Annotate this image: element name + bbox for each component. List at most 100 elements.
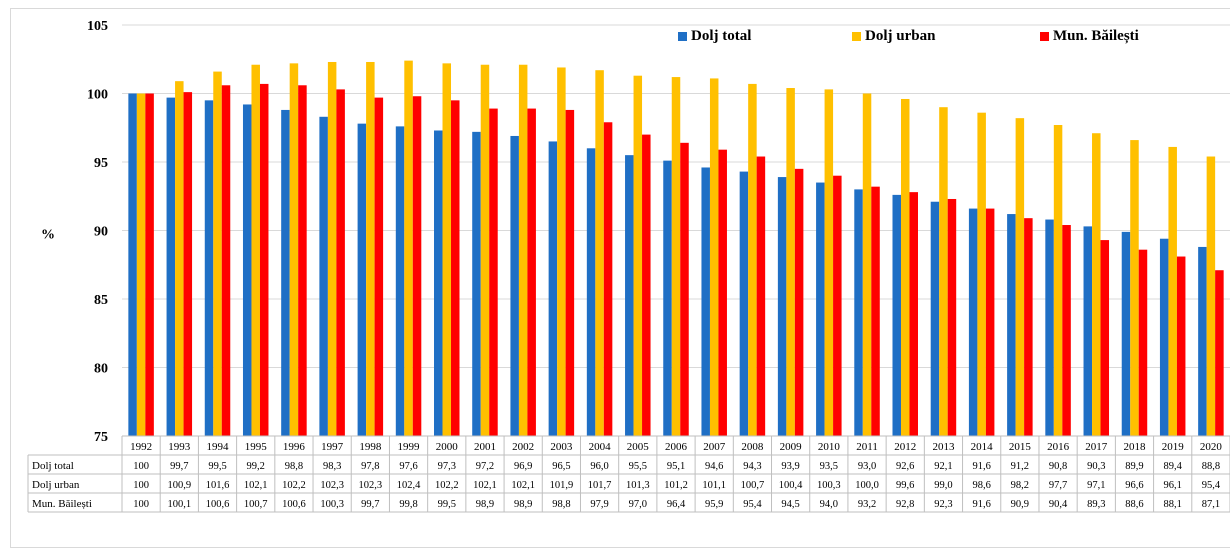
table-cell: 97,3 — [438, 461, 456, 472]
bar-0-2004 — [586, 148, 596, 437]
table-cell: 90,9 — [1011, 499, 1029, 510]
x-tick-label: 1994 — [207, 441, 230, 453]
table-cell: 100,0 — [855, 480, 879, 491]
x-tick-label: 1997 — [321, 441, 344, 453]
table-cell: 100 — [133, 499, 149, 510]
table-cell: 102,1 — [511, 480, 535, 491]
x-tick-label: 2007 — [703, 441, 726, 453]
table-cell: 93,0 — [858, 461, 876, 472]
bar-0-1994 — [204, 100, 214, 436]
table-cell: 100 — [133, 461, 149, 472]
table-cell: 100,7 — [244, 499, 268, 510]
table-cell: 98,2 — [1011, 480, 1029, 491]
x-tick-label: 2009 — [780, 441, 803, 453]
bar-2-2014 — [985, 208, 995, 436]
x-tick-label: 2012 — [894, 441, 916, 453]
bar-1-2007 — [709, 78, 719, 437]
bar-0-1995 — [242, 104, 252, 437]
y-tick-label: 85 — [94, 293, 108, 308]
table-cell: 95,4 — [743, 499, 762, 510]
table-cell: 97,8 — [361, 461, 379, 472]
bar-1-2008 — [748, 83, 757, 436]
x-tick-label: 2018 — [1123, 441, 1146, 453]
bar-2-2000 — [451, 100, 460, 436]
table-cell: 100,1 — [167, 499, 191, 510]
table-cell: 92,1 — [934, 461, 952, 472]
table-cell: 90,4 — [1049, 499, 1068, 510]
table-row-label: Dolj total — [32, 460, 74, 472]
bar-2-1992 — [145, 93, 154, 436]
bar-1-2017 — [1092, 133, 1101, 437]
bar-2-2020 — [1215, 270, 1224, 436]
legend-label-bailesti: Mun. Băilești — [1053, 28, 1139, 44]
table-cell: 90,3 — [1087, 461, 1105, 472]
x-tick-label: 1996 — [283, 441, 306, 453]
table-cell: 94,6 — [705, 461, 723, 472]
bar-2-2001 — [489, 108, 498, 436]
x-tick-label: 2013 — [932, 441, 955, 453]
bar-0-2003 — [548, 141, 558, 436]
bar-2-2018 — [1138, 249, 1148, 436]
table-cell: 98,8 — [552, 499, 570, 510]
x-tick-label: 2016 — [1047, 441, 1070, 453]
table-cell: 100,9 — [167, 480, 191, 491]
bar-0-2017 — [1083, 226, 1093, 436]
table-cell: 91,6 — [972, 461, 990, 472]
bar-1-2012 — [900, 98, 910, 436]
bar-1-2002 — [518, 64, 528, 436]
legend-item-dolj-urban: Dolj urban — [852, 28, 935, 45]
bar-0-2016 — [1045, 219, 1054, 436]
bar-0-2000 — [434, 130, 443, 437]
table-cell: 98,3 — [323, 461, 341, 472]
bar-1-2011 — [862, 93, 872, 436]
bar-0-2007 — [701, 167, 710, 437]
bar-1-2015 — [1015, 118, 1025, 436]
table-cell: 93,2 — [858, 499, 876, 510]
bar-1-1998 — [366, 61, 375, 437]
table-cell: 100 — [133, 480, 149, 491]
bar-2-2004 — [603, 122, 613, 437]
x-tick-label: 2020 — [1200, 441, 1223, 453]
table-cell: 94,5 — [781, 499, 799, 510]
bar-0-2019 — [1159, 238, 1169, 436]
table-cell: 102,1 — [473, 480, 497, 491]
bar-0-2015 — [1007, 214, 1016, 436]
y-tick-label: 105 — [87, 19, 108, 34]
legend-label-dolj-urban: Dolj urban — [865, 28, 936, 44]
legend-swatch-dolj-total — [678, 32, 687, 41]
table-cell: 99,5 — [208, 461, 226, 472]
table-cell: 100,3 — [817, 480, 841, 491]
table-cell: 97,2 — [476, 461, 494, 472]
y-tick-label: 100 — [87, 88, 108, 103]
legend-swatch-dolj-urban — [852, 32, 861, 41]
table-cell: 88,6 — [1125, 499, 1143, 510]
table-row-label: Dolj urban — [32, 479, 80, 491]
x-tick-label: 1992 — [130, 441, 152, 453]
bar-0-2009 — [777, 177, 787, 436]
bar-0-2006 — [663, 160, 672, 436]
chart-svg: 75 80 85 90 95 100 105% 1992 1993 1994 1995 1996 199… — [27, 19, 1230, 513]
bar-1-1995 — [251, 64, 260, 436]
bar-1-2000 — [442, 63, 452, 437]
table-cell: 97,0 — [629, 499, 647, 510]
bar-2-2005 — [642, 134, 651, 436]
x-tick-label: 2001 — [474, 441, 496, 453]
x-tick-label: 1995 — [245, 441, 268, 453]
table-cell: 102,1 — [244, 480, 268, 491]
bar-2-2006 — [680, 142, 689, 436]
table-cell: 96,0 — [590, 461, 608, 472]
table-cell: 87,1 — [1202, 499, 1220, 510]
x-tick-label: 2015 — [1009, 441, 1032, 453]
table-cell: 102,3 — [320, 480, 344, 491]
table-cell: 99,0 — [934, 480, 952, 491]
bar-2-1995 — [259, 83, 269, 436]
table-cell: 98,9 — [476, 499, 494, 510]
bar-1-2019 — [1168, 146, 1177, 436]
table-cell: 95,9 — [705, 499, 723, 510]
table-cell: 96,5 — [552, 461, 570, 472]
legend-item-bailesti: Mun. Băilești — [1040, 28, 1139, 45]
bar-2-2012 — [909, 192, 918, 436]
bar-2-2007 — [718, 149, 727, 437]
bar-0-2014 — [968, 208, 978, 436]
bar-1-2020 — [1206, 156, 1216, 436]
